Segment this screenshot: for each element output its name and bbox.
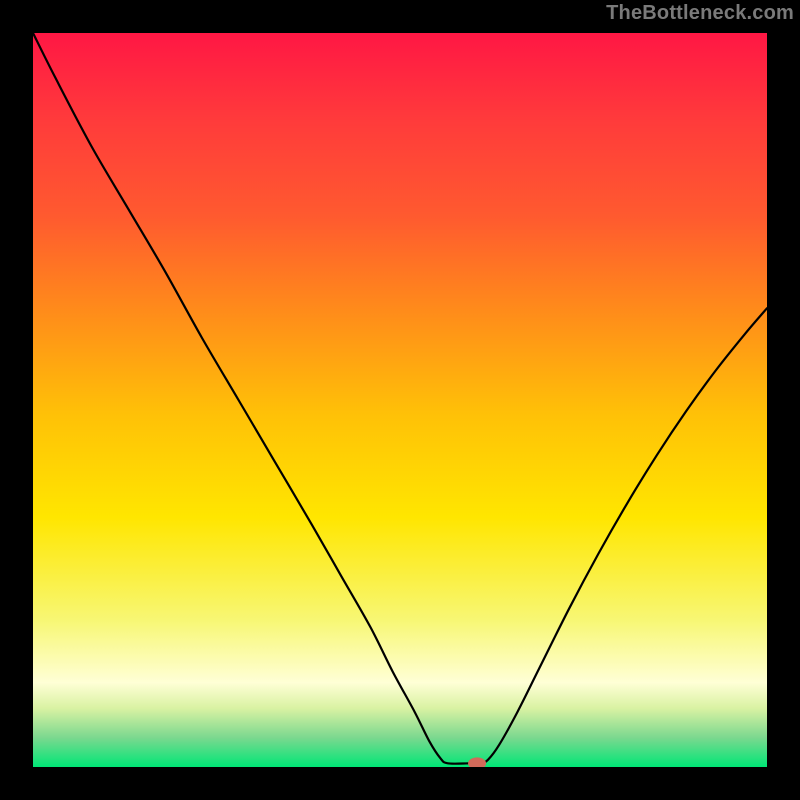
chart-stage: TheBottleneck.com [0,0,800,800]
bottleneck-curve-chart [33,33,767,767]
plot-area [33,33,767,767]
gradient-background [33,33,767,767]
watermark-text: TheBottleneck.com [606,2,794,25]
